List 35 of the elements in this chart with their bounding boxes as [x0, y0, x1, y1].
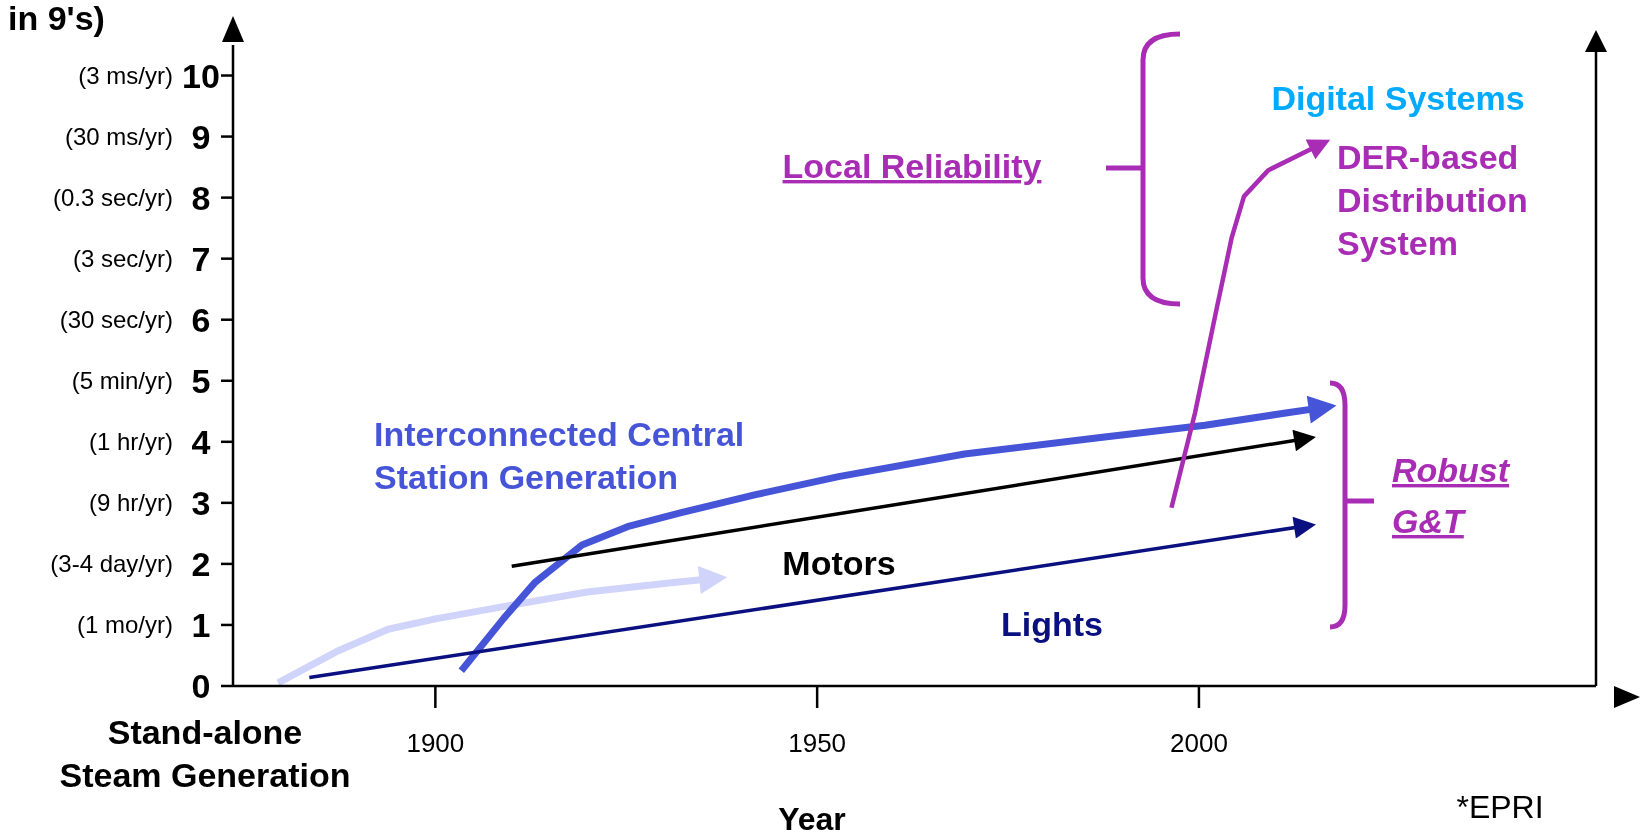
- text: (1 hr/yr): [89, 428, 173, 456]
- y-tick-label: 8: [191, 178, 211, 217]
- text: *EPRI: [1456, 789, 1544, 825]
- text: (30 ms/yr): [65, 123, 173, 151]
- text: Stand-alone Steam Generation: [59, 713, 351, 794]
- text: (3 ms/yr): [78, 62, 173, 90]
- text: (30 sec/yr): [59, 306, 173, 334]
- y-tick-label: 10: [182, 56, 220, 95]
- y-tick-label: 3: [191, 483, 211, 522]
- y-tick-label: 6: [191, 300, 211, 339]
- annotation: Local Reliability: [782, 147, 1042, 185]
- series-label: Motors: [782, 544, 896, 582]
- text: (0.3 sec/yr): [52, 184, 173, 212]
- text: (5 min/yr): [71, 367, 173, 395]
- x-tick-label: 2000: [1170, 728, 1228, 759]
- y-tick-label: 7: [191, 239, 211, 278]
- text: (9 hr/yr): [89, 489, 173, 517]
- y-tick-label: 5: [191, 361, 211, 400]
- annotation: Robust G&T: [1392, 451, 1511, 540]
- text: (1 mo/yr): [77, 611, 173, 639]
- text: (3-4 day/yr): [50, 550, 173, 578]
- series-label: Interconnected Central Station Generation: [374, 415, 745, 496]
- series-label: Lights: [1001, 605, 1103, 643]
- x-tick-label: 1900: [406, 728, 465, 759]
- y-tick-label: 2: [191, 544, 211, 583]
- x-tick-label: 1950: [788, 728, 847, 759]
- series-label: DER-based Distribution System: [1337, 138, 1528, 262]
- y-tick-label: 9: [191, 117, 211, 156]
- y-tick-label: 1: [191, 605, 211, 644]
- x-axis-title: Year: [778, 801, 846, 836]
- y-tick-label: 4: [191, 422, 211, 461]
- text: (3 sec/yr): [72, 245, 173, 273]
- y-axis-title: in 9's): [8, 0, 105, 37]
- y-tick-label: 0: [191, 667, 211, 705]
- annotation: Digital Systems: [1271, 79, 1525, 117]
